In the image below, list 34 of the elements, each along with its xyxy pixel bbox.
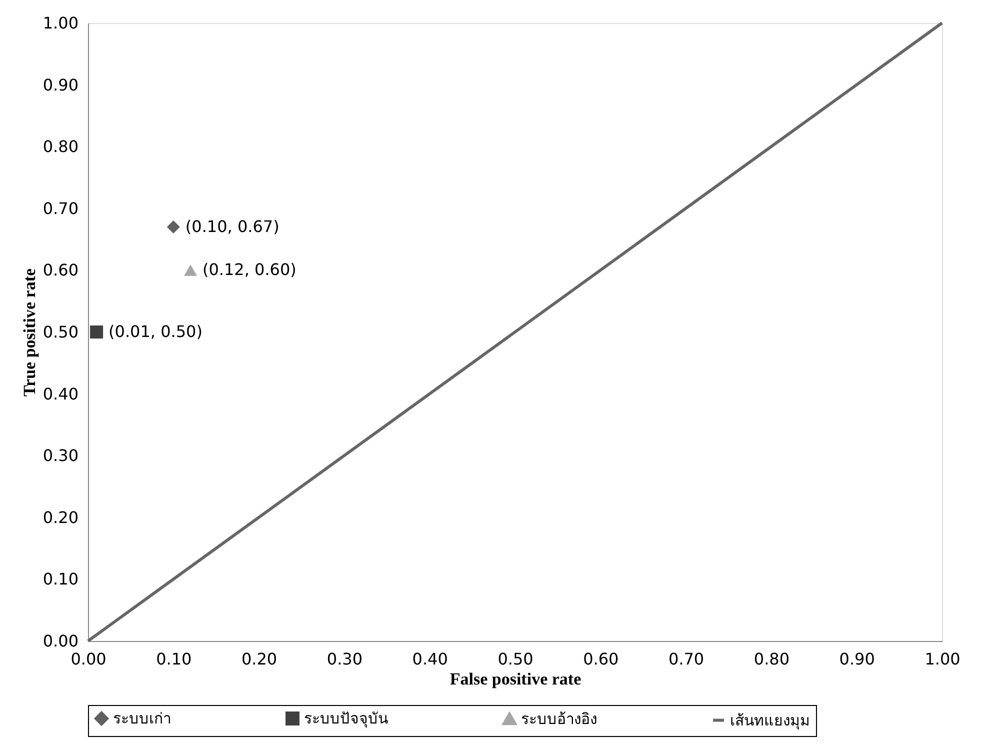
y-tick-label: 0.90 — [42, 75, 78, 94]
legend-label: ระบบปัจจุบัน — [304, 710, 388, 729]
y-tick-label: 1.00 — [42, 14, 78, 32]
point — [166, 220, 180, 234]
x-tick-label: 1.00 — [924, 650, 960, 668]
y-tick-label: 0.10 — [42, 570, 78, 589]
y-tick-label: 0.40 — [42, 384, 78, 404]
x-axis-title: False positive rate — [450, 670, 582, 688]
x-tick-label: 0.30 — [326, 650, 363, 668]
data-label: (0.12, 0.60) — [202, 260, 296, 280]
data-label: (0.10, 0.67) — [185, 216, 280, 236]
legend-label: เส้นทแยงมุม — [730, 711, 810, 730]
x-tick-label: 0.80 — [754, 650, 790, 668]
x-tick-label: 0.40 — [412, 650, 448, 668]
y-axis-title: True positive rate — [20, 268, 39, 397]
x-tick-label: 0.10 — [156, 650, 192, 668]
x-tick-label: 0.70 — [668, 650, 704, 668]
x-tick-label: 0.90 — [839, 650, 875, 668]
y-tick-label: 0.50 — [42, 322, 78, 342]
y-tick-label: 0.20 — [42, 508, 78, 527]
x-tick-label: 0.50 — [498, 650, 534, 668]
x-tick-label: 0.20 — [241, 650, 278, 668]
x-tick-label: 0.60 — [583, 650, 619, 668]
y-tick-label: 0.30 — [42, 446, 78, 466]
point — [90, 325, 104, 339]
legend-label: ระบบอ้างอิง — [521, 710, 597, 728]
legend-label: ระบบเก่า — [113, 710, 171, 728]
x-tick-label: 0.00 — [70, 650, 106, 668]
y-tick-label: 0.60 — [42, 260, 78, 280]
point — [184, 264, 197, 276]
data-label: (0.01, 0.50) — [108, 322, 202, 341]
y-tick-label: 0.70 — [42, 198, 78, 218]
y-tick-label: 0.00 — [42, 632, 78, 650]
y-tick-label: 0.80 — [42, 137, 78, 156]
